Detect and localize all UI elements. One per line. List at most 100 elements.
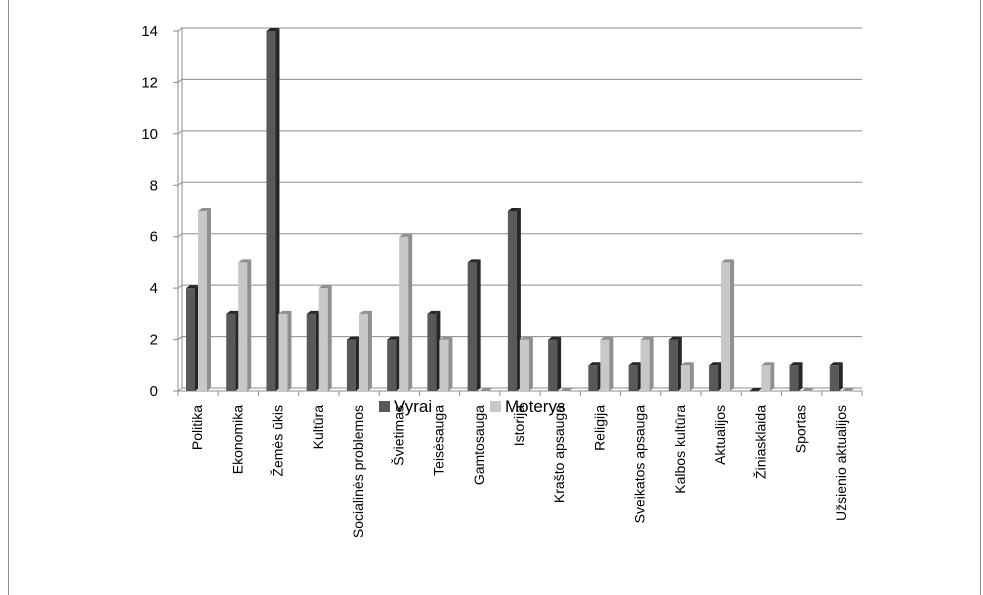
- bar-moterys-11-side: [649, 336, 654, 391]
- y-tick-label-12: 12: [141, 74, 158, 91]
- bar-moterys-6: [439, 336, 453, 391]
- bar-vyrai-8-front: [507, 211, 517, 391]
- bar-moterys-4-side: [367, 310, 372, 391]
- x-tick-label-11: Sveikatos apsauga: [632, 405, 648, 524]
- bar-moterys-3: [318, 285, 332, 391]
- bar-moterys-2-side: [287, 310, 292, 391]
- bar-vyrai-6: [427, 310, 441, 391]
- bar-moterys-11-top: [640, 336, 654, 340]
- bar-vyrai-15-side: [798, 362, 803, 391]
- bar-moterys-3-side: [327, 285, 332, 391]
- x-tick-label-16: Užsienio aktualijos: [833, 405, 849, 521]
- bar-vyrai-8: [507, 208, 521, 391]
- bar-moterys-12: [680, 362, 694, 391]
- legend-label-moterys: Moterys: [505, 397, 565, 416]
- bar-moterys-8-front: [519, 339, 529, 391]
- bar-vyrai-9-front: [548, 339, 558, 391]
- bar-moterys-16: [841, 388, 855, 392]
- x-tick-label-3: Kultūra: [310, 405, 326, 450]
- bar-moterys-2: [278, 310, 292, 391]
- bar-moterys-3-top: [318, 285, 332, 289]
- bar-vyrai-14-front: [749, 391, 759, 392]
- bar-vyrai-0: [186, 285, 199, 391]
- x-tick-label-14: Žiniasklaida: [752, 405, 768, 479]
- bar-moterys-6-top: [439, 336, 453, 340]
- x-tick-label-2: Žemės ūkis: [270, 405, 286, 477]
- bar-vyrai-7-side: [476, 259, 481, 391]
- bar-vyrai-5: [387, 336, 401, 391]
- bar-vyrai-14-top: [749, 388, 763, 391]
- bar-moterys-14-front: [761, 365, 771, 391]
- x-tick-label-13: Aktualijos: [712, 405, 728, 465]
- gridline-14: [177, 27, 183, 32]
- bar-vyrai-8-top: [507, 208, 521, 211]
- bar-vyrai-12-top: [668, 336, 682, 340]
- gridline-6: [177, 233, 183, 238]
- bar-moterys-4-top: [358, 310, 372, 314]
- bar-vyrai-3: [306, 310, 320, 391]
- bar-vyrai-13-top: [709, 362, 723, 366]
- bar-vyrai-7: [467, 259, 481, 391]
- bar-vyrai-12-front: [668, 339, 678, 391]
- x-tick-label-5: Švietimas: [390, 405, 406, 466]
- bar-vyrai-7-top: [467, 259, 481, 263]
- bar-vyrai-13: [709, 362, 723, 391]
- bar-moterys-0-front: [198, 211, 207, 391]
- bar-vyrai-12: [668, 336, 682, 391]
- bar-moterys-7-top: [479, 388, 493, 391]
- bar-moterys-13-top: [721, 259, 735, 263]
- bar-vyrai-16-top: [829, 362, 843, 366]
- bar-moterys-5-side: [408, 233, 413, 391]
- gridline-10: [177, 130, 183, 135]
- bar-vyrai-4: [346, 336, 360, 391]
- labels: 0 2 4 6 8 10 12 14 Politika Ekonomika Žemės ūkis Ku…: [141, 23, 849, 538]
- bar-moterys-10: [600, 336, 614, 391]
- bar-vyrai-2-front: [266, 31, 276, 391]
- bar-vyrai-5-top: [387, 336, 401, 340]
- y-tick-label-6: 6: [150, 229, 158, 246]
- y-tick-label-10: 10: [141, 126, 158, 143]
- bar-moterys-7: [479, 388, 493, 392]
- bar-vyrai-10-top: [588, 362, 602, 366]
- bar-vyrai-6-front: [427, 313, 437, 391]
- legend-swatch-vyrai: [379, 401, 390, 412]
- bar-moterys-7-front: [479, 391, 489, 392]
- bar-vyrai-14: [749, 388, 763, 392]
- legend: Vyrai Moterys: [379, 397, 565, 416]
- x-tick-label-4: Socialinės problemos: [350, 405, 366, 538]
- bar-moterys-2-front: [278, 313, 288, 391]
- bar-moterys-14: [761, 362, 775, 391]
- bar-moterys-3-front: [318, 288, 328, 391]
- bar-vyrai-1-top: [226, 310, 240, 314]
- bar-moterys-16-top: [841, 388, 855, 391]
- bar-moterys-4: [358, 310, 372, 391]
- bar-vyrai-10: [588, 362, 602, 391]
- x-tick-label-6: Teisėsauga: [431, 405, 447, 476]
- bar-vyrai-4-top: [346, 336, 360, 340]
- gridline-2: [177, 336, 183, 340]
- bar-moterys-5-top: [399, 233, 413, 237]
- bar-moterys-9-top: [560, 388, 574, 391]
- bar-vyrai-15-front: [789, 365, 799, 391]
- bar-moterys-15-top: [801, 388, 815, 391]
- bar-moterys-10-side: [609, 336, 614, 391]
- bar-vyrai-6-top: [427, 310, 441, 314]
- y-tick-label-8: 8: [150, 177, 158, 194]
- bar-vyrai-1-front: [226, 313, 236, 391]
- y-tick-label-2: 2: [150, 332, 158, 349]
- bar-vyrai-3-front: [306, 313, 316, 391]
- bar-moterys-11-front: [640, 339, 650, 391]
- bar-vyrai-7-front: [467, 262, 477, 391]
- bar-vyrai-2-top: [266, 28, 280, 31]
- bar-moterys-5: [399, 233, 413, 391]
- bar-vyrai-2: [266, 28, 280, 391]
- bar-moterys-8-side: [528, 336, 533, 391]
- bar-vyrai-1: [226, 310, 240, 391]
- bar-vyrai-0-top: [186, 285, 199, 289]
- bar-vyrai-15: [789, 362, 803, 391]
- bar-moterys-9-front: [560, 391, 570, 392]
- bar-moterys-14-side: [770, 362, 775, 391]
- bar-vyrai-10-front: [588, 365, 598, 391]
- bar-moterys-12-side: [689, 362, 694, 391]
